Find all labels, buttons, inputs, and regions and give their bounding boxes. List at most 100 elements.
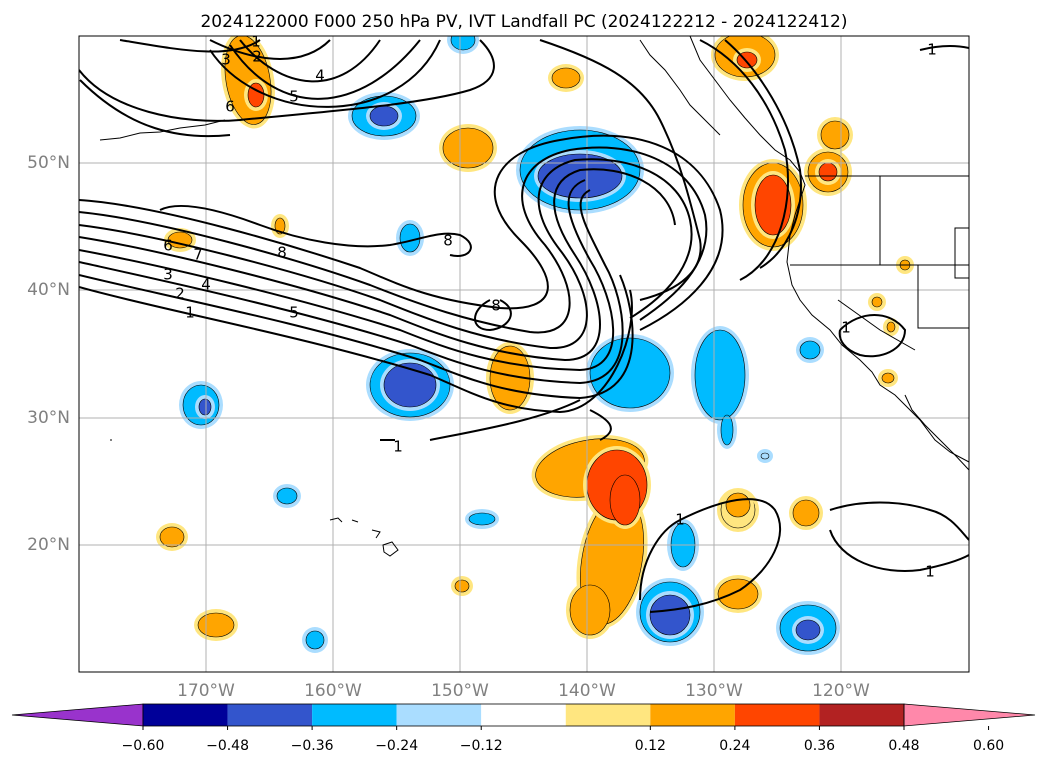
coastline-segment xyxy=(904,394,969,471)
lon-tick-label: 130°W xyxy=(685,681,743,701)
lat-lon-gridlines xyxy=(79,36,969,672)
coastline-segment xyxy=(689,36,969,463)
ivt-anomaly-blob xyxy=(881,372,895,384)
pv-contour-line xyxy=(79,179,615,372)
colorbar-tick-label: 0.48 xyxy=(888,738,919,754)
contour-label: 8 xyxy=(443,232,453,250)
colorbar-tick-label: −0.12 xyxy=(460,738,503,754)
map-frame xyxy=(78,35,970,673)
ivt-anomaly-blob xyxy=(159,526,185,548)
contour-label: 5 xyxy=(289,88,299,106)
lon-tick-label: 160°W xyxy=(304,681,362,701)
pv-contour-line xyxy=(79,158,693,350)
pv-contour-line xyxy=(79,134,724,331)
ivt-anomaly-blob xyxy=(569,584,611,636)
contour-label: 3 xyxy=(221,51,231,69)
figure-title: 2024122000 F000 250 hPa PV, IVT Landfall… xyxy=(200,12,847,32)
contour-label: 1 xyxy=(841,319,851,337)
latitude-labels: 50°N 40°N 30°N 20°N xyxy=(27,153,70,555)
contour-label: 8 xyxy=(277,244,287,262)
lon-tick-label: 140°W xyxy=(558,681,616,701)
colorbar-segment xyxy=(481,704,566,726)
pv-contour-line xyxy=(639,498,781,613)
contour-label: 1 xyxy=(251,33,261,51)
pv-contour-line xyxy=(699,39,789,281)
contour-label: 1 xyxy=(185,304,195,322)
coastline-segment xyxy=(382,541,399,557)
ivt-anomaly-blob xyxy=(399,223,421,253)
contour-label: 6 xyxy=(225,98,235,116)
pv-contour-line xyxy=(79,189,624,385)
contour-label: 5 xyxy=(289,304,299,322)
colorbar-segment xyxy=(312,704,397,726)
lon-tick-label: 170°W xyxy=(177,681,235,701)
colorbar-tick-label: 0.24 xyxy=(719,738,750,754)
ivt-anomaly-blob xyxy=(725,492,751,518)
coastline-segment xyxy=(837,299,916,351)
colorbar-tick-label: 0.36 xyxy=(804,738,835,754)
pv-contour-line xyxy=(724,39,802,269)
colorbar-tick-label: 0.12 xyxy=(635,738,666,754)
coastline-segment xyxy=(351,519,359,523)
ivt-anomaly-blob xyxy=(198,398,212,416)
colorbar-segment xyxy=(396,704,482,726)
colorbar-extend-max xyxy=(903,703,1036,727)
ivt-anomaly-blob xyxy=(197,612,235,638)
ivt-anomaly-blob xyxy=(694,329,746,421)
pv-contour-line xyxy=(159,204,472,257)
pv-contour-line xyxy=(829,501,969,541)
colorbar-segment xyxy=(734,704,820,726)
contour-label: 7 xyxy=(193,246,203,264)
colorbar-segment xyxy=(650,704,735,726)
pv-contour-line xyxy=(79,286,633,414)
pv-contour-line xyxy=(829,529,969,572)
ivt-anomaly-blob xyxy=(274,217,286,235)
ivt-anomaly-blob xyxy=(760,452,770,460)
colorbar-segment xyxy=(143,704,228,726)
coastline-segment xyxy=(917,265,969,329)
lat-tick-label: 20°N xyxy=(27,535,70,555)
pv-contour-line xyxy=(838,314,907,358)
coastline-segment xyxy=(639,39,721,136)
colorbar-tick-label: −0.36 xyxy=(291,738,334,754)
ivt-anomaly-blob xyxy=(609,474,641,526)
ivt-anomaly-blob xyxy=(305,630,325,650)
ivt-anomaly-blob xyxy=(450,36,476,51)
pv-contour-line xyxy=(589,409,612,441)
pv-contour-line xyxy=(79,146,708,334)
ivt-anomaly-blob xyxy=(754,174,792,236)
ivt-anomaly-blob xyxy=(276,487,298,505)
pv-contour-line xyxy=(919,44,969,51)
contour-label: 4 xyxy=(315,67,325,85)
ivt-pc-shading xyxy=(156,36,914,655)
ivt-anomaly-blob xyxy=(442,127,494,169)
colorbar-tick-label: 0.60 xyxy=(973,738,1004,754)
colorbar-frame xyxy=(142,703,905,727)
pv-contour-line xyxy=(429,399,581,441)
colorbar-tick-label: −0.60 xyxy=(122,738,165,754)
ivt-anomaly-blob xyxy=(871,296,883,308)
pv-contour-line xyxy=(239,39,381,83)
lat-tick-label: 40°N xyxy=(27,280,70,300)
ivt-anomaly-blob xyxy=(383,362,437,408)
contour-label: 1 xyxy=(925,563,935,581)
pv-contour-line xyxy=(229,39,421,100)
contour-label: 2 xyxy=(252,48,262,66)
ivt-anomaly-blob xyxy=(795,619,821,641)
ivt-anomaly-blob xyxy=(369,105,399,127)
ivt-anomaly-blob xyxy=(886,321,896,333)
pv-contour-line xyxy=(79,39,495,122)
ivt-anomaly-blob xyxy=(717,578,759,610)
pv-contour-line xyxy=(119,39,261,53)
contour-label: 3 xyxy=(163,266,173,284)
ivt-anomaly-blob xyxy=(818,162,838,182)
ivt-anomaly-blob xyxy=(454,579,470,593)
colorbar-tick-labels: −0.60 −0.48 −0.36 −0.24 −0.12 0.12 0.24 0.36 0.4… xyxy=(122,726,1004,754)
pv-contour-line xyxy=(539,39,702,301)
ivt-anomaly-blob xyxy=(551,67,581,89)
pv-contour-line xyxy=(79,168,676,362)
pv-contour-line xyxy=(79,274,634,400)
colorbar-segment xyxy=(227,704,313,726)
coastline-segment xyxy=(954,227,969,279)
